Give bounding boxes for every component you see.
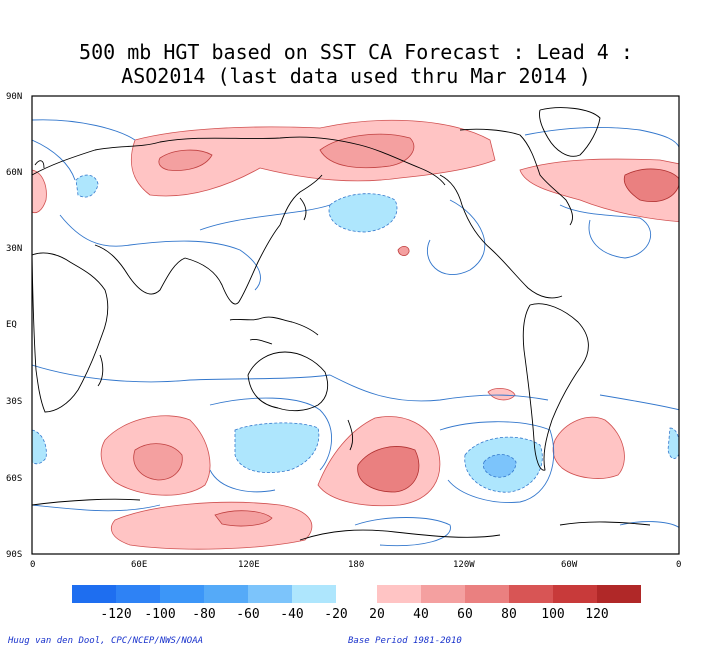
colorbar: -120 -100 -80 -60 -40 -20 20 40 60 80 100 120 <box>72 585 641 622</box>
positive-anomaly-regions <box>32 119 679 550</box>
colorbar-neg-swatch-0 <box>72 585 116 603</box>
base-period-text: Base Period 1981-2010 <box>348 636 462 646</box>
colorbar-neg-swatch-2 <box>160 585 204 603</box>
pos-anomaly-south-atlantic <box>552 416 625 479</box>
colorbar-pos-swatch-5 <box>597 585 641 603</box>
colorbar-pos-label-2: 60 <box>457 607 473 622</box>
pos-anomaly-antarctic <box>110 501 313 550</box>
colorbar-neg-label-0: -120 <box>100 607 131 622</box>
colorbar-pos-swatch-3 <box>509 585 553 603</box>
colorbar-pos-swatch-0 <box>377 585 421 603</box>
colorbar-pos-label-1: 40 <box>413 607 429 622</box>
credit-text: Huug van den Dool, CPC/NCEP/NWS/NOAA <box>8 636 204 646</box>
pos-anomaly-small-cell-2 <box>487 388 516 401</box>
pos-anomaly-small-cell <box>397 246 410 256</box>
pos-anomaly-north-pacific-core <box>158 149 213 171</box>
lon-label-180: 180 <box>348 560 365 570</box>
pos-anomaly-south-pacific-core <box>357 446 420 493</box>
neg-anomaly-europe <box>75 174 99 198</box>
lon-label-60w: 60W <box>561 560 578 570</box>
lon-label-120w: 120W <box>453 560 475 570</box>
lat-label-60s: 60S <box>6 474 23 484</box>
colorbar-neg-swatch-1 <box>116 585 160 603</box>
map-title-line2: ASO2014 (last data used thru Mar 2014 ) <box>121 64 591 88</box>
lon-label-60e: 60E <box>131 560 148 570</box>
colorbar-pos-label-3: 80 <box>501 607 517 622</box>
pos-anomaly-south-indian-core <box>133 443 183 481</box>
map-frame <box>31 95 680 555</box>
pos-anomaly-north-atlantic-core <box>623 168 679 202</box>
lat-label-90n: 90N <box>6 92 23 102</box>
neg-anomaly-south-pacific-east-core <box>483 454 517 478</box>
colorbar-pos-swatch-4 <box>553 585 597 603</box>
colorbar-neg-label-5: -20 <box>324 607 347 622</box>
pos-anomaly-europe-west <box>32 169 47 214</box>
colorbar-neg-swatch-4 <box>248 585 292 603</box>
map-title-line1: 500 mb HGT based on SST CA Forecast : Le… <box>79 40 633 64</box>
neg-anomaly-australia-south <box>234 422 320 473</box>
colorbar-neg-swatch-3 <box>204 585 248 603</box>
colorbar-neg-label-2: -80 <box>192 607 215 622</box>
lon-label-0-right: 0 <box>676 560 682 570</box>
colorbar-neg-swatch-5 <box>292 585 336 603</box>
colorbar-pos-label-4: 100 <box>541 607 564 622</box>
lat-label-60n: 60N <box>6 168 23 178</box>
negative-anomaly-regions <box>32 174 679 493</box>
lon-label-120e: 120E <box>238 560 260 570</box>
coastlines <box>32 107 651 541</box>
lon-label-0: 0 <box>30 560 36 570</box>
colorbar-pos-swatch-1 <box>421 585 465 603</box>
pos-anomaly-siberia-core <box>319 133 415 169</box>
colorbar-neg-label-1: -100 <box>144 607 175 622</box>
neg-anomaly-east-edge <box>667 427 679 459</box>
lat-label-eq: EQ <box>6 320 17 330</box>
colorbar-pos-label-0: 20 <box>369 607 385 622</box>
zero-contours <box>32 119 679 547</box>
colorbar-pos-label-5: 120 <box>585 607 608 622</box>
lat-label-30n: 30N <box>6 244 23 254</box>
pos-anomaly-antarctic-core <box>214 510 273 527</box>
neg-anomaly-north-pacific <box>328 193 398 233</box>
colorbar-neg-label-3: -60 <box>236 607 259 622</box>
colorbar-pos-swatch-2 <box>465 585 509 603</box>
lat-label-90s: 90S <box>6 550 23 560</box>
colorbar-neg-label-4: -40 <box>280 607 303 622</box>
lat-label-30s: 30S <box>6 397 23 407</box>
neg-anomaly-west-edge <box>32 429 47 465</box>
